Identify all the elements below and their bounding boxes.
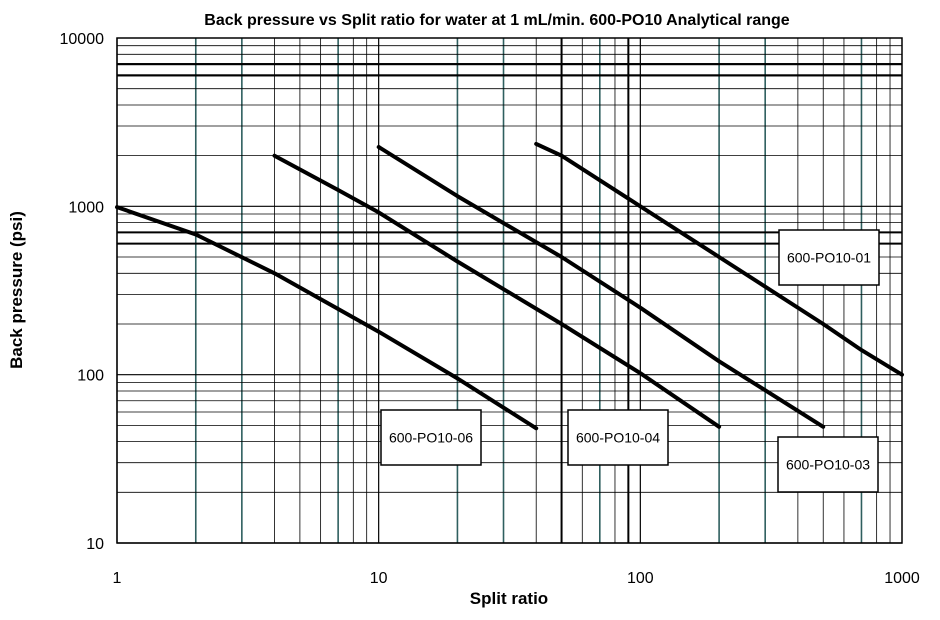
series-label-text: 600-PO10-04	[576, 430, 660, 446]
series-label-box	[778, 229, 880, 286]
series-label: 600-PO10-04	[567, 409, 669, 466]
series-line	[376, 145, 826, 429]
series-label-box	[777, 436, 879, 493]
y-tick-label: 10	[86, 536, 104, 553]
x-tick-label: 1000	[884, 570, 920, 587]
series-label-text: 600-PO10-03	[786, 457, 870, 473]
series-line	[115, 205, 539, 431]
series-label: 600-PO10-03	[777, 436, 879, 493]
plot-frame	[116, 37, 903, 544]
series-label-box	[567, 409, 669, 466]
axis-ticks: 1 10 100 1000 10 100 1000 10000	[60, 31, 920, 587]
series-label: 600-PO10-06	[380, 409, 482, 466]
x-tick-label: 1	[113, 570, 122, 587]
y-tick-label: 10000	[60, 31, 105, 48]
series-group: 600-PO10-06 600-PO10-04 600-PO10-03 600-PO1…	[115, 141, 904, 493]
x-tick-label: 100	[627, 570, 654, 587]
series-label: 600-PO10-01	[778, 229, 880, 286]
series-line	[534, 141, 904, 377]
series-line	[272, 153, 722, 429]
series-label-text: 600-PO10-01	[787, 250, 871, 266]
chart-title: Back pressure vs Split ratio for water a…	[204, 12, 790, 29]
y-tick-label: 100	[77, 368, 104, 385]
series-label-text: 600-PO10-06	[389, 430, 473, 446]
series-label-box	[380, 409, 482, 466]
y-tick-label: 1000	[68, 199, 104, 216]
x-axis-label: Split ratio	[470, 589, 548, 608]
x-tick-label: 10	[370, 570, 388, 587]
y-axis-label: Back pressure (psi)	[7, 211, 26, 369]
